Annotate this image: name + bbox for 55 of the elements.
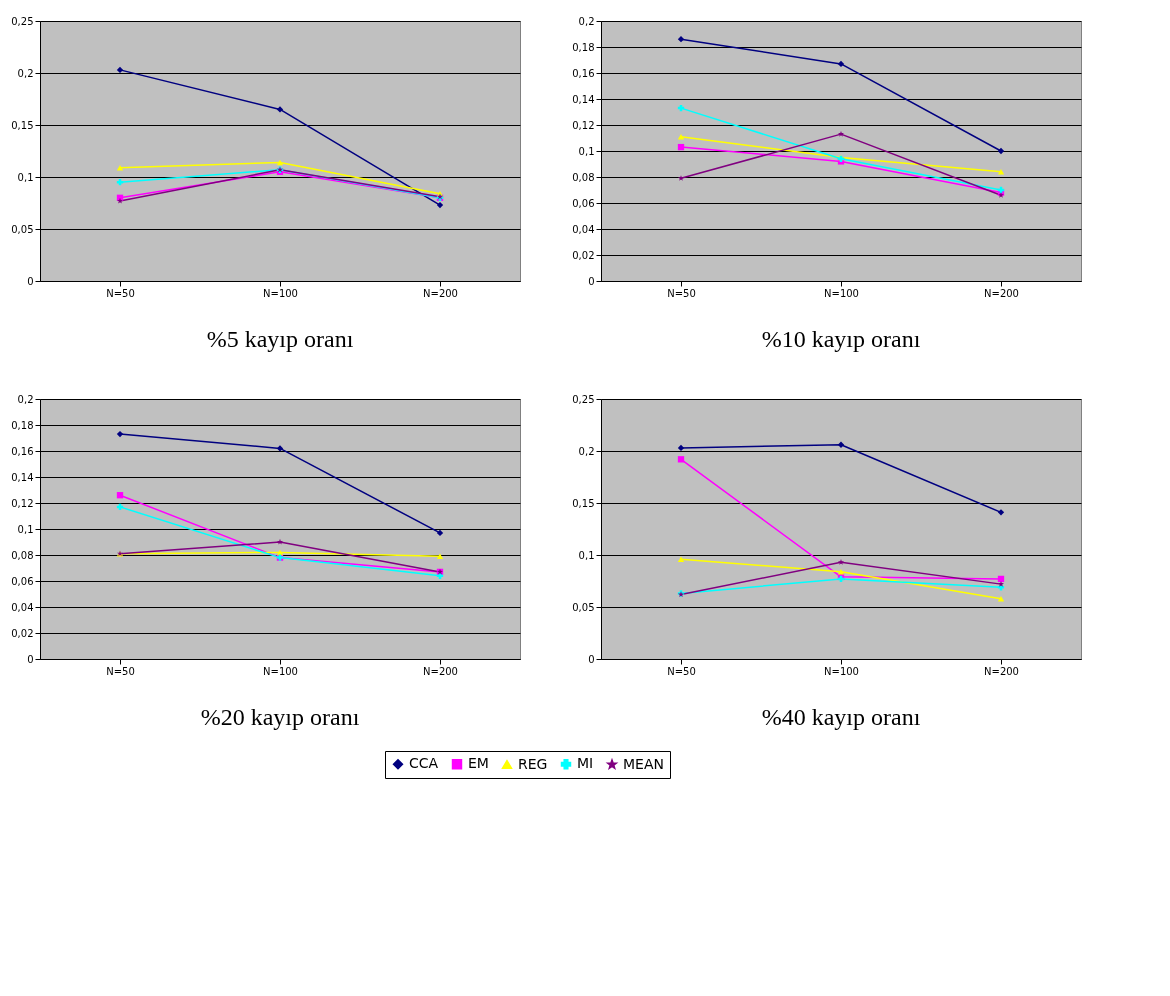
y-tick-label: 0,1: [17, 523, 34, 535]
y-tick-label: 0,02: [11, 627, 34, 639]
y-tick-label: 0,18: [572, 41, 595, 53]
legend-label: CCA: [409, 755, 439, 772]
x-tick-label: N=50: [106, 665, 135, 677]
y-tick-label: 0,16: [11, 445, 34, 457]
y-tick-label: 0: [27, 275, 34, 287]
y-tick-label: 0,18: [11, 419, 34, 431]
legend-label: MEAN: [623, 755, 664, 772]
x-tick-label: N=100: [263, 287, 298, 299]
x-tick-label: N=100: [824, 287, 859, 299]
legend-label: MI: [577, 755, 594, 772]
y-tick-label: 0,14: [572, 93, 595, 105]
legend-label: EM: [468, 755, 489, 772]
text: %5 kayıp oranı: [206, 326, 354, 352]
y-tick-label: 0,14: [11, 471, 34, 483]
y-tick-label: 0: [27, 653, 34, 665]
y-tick-label: 0,1: [578, 549, 595, 561]
x-tick-label: N=50: [106, 287, 135, 299]
y-tick-label: 0,08: [572, 171, 595, 183]
y-tick-label: 0,06: [572, 197, 595, 209]
y-tick-label: 0,16: [572, 67, 595, 79]
y-tick-label: 0,1: [578, 145, 595, 157]
y-tick-label: 0,08: [11, 549, 34, 561]
x-tick-label: N=100: [263, 665, 298, 677]
x-tick-label: N=200: [984, 665, 1019, 677]
y-tick-label: 0,1: [17, 171, 34, 183]
x-tick-label: N=200: [984, 287, 1019, 299]
y-tick-label: 0,06: [11, 575, 34, 587]
text: %10 kayıp oranı: [761, 326, 921, 352]
x-tick-label: N=50: [667, 287, 696, 299]
x-tick-label: N=50: [667, 665, 696, 677]
y-tick-label: 0,02: [572, 249, 595, 261]
y-tick-label: 0,04: [11, 601, 34, 613]
y-tick-label: 0,2: [17, 67, 34, 79]
y-tick-label: 0,25: [11, 15, 34, 27]
legend-label: REG: [518, 755, 548, 772]
y-tick-label: 0,2: [578, 445, 595, 457]
y-tick-label: 0,15: [572, 497, 595, 509]
x-tick-label: N=200: [423, 287, 458, 299]
x-tick-label: N=100: [824, 665, 859, 677]
y-tick-label: 0,2: [17, 393, 34, 405]
y-tick-label: 0,04: [572, 223, 595, 235]
y-tick-label: 0: [588, 275, 595, 287]
text: %20 kayıp oranı: [200, 704, 360, 730]
y-tick-label: 0,12: [11, 497, 34, 509]
y-tick-label: 0,12: [572, 119, 595, 131]
y-tick-label: 0,05: [572, 601, 595, 613]
y-tick-label: 0,25: [572, 393, 595, 405]
text: %40 kayıp oranı: [761, 704, 921, 730]
y-tick-label: 0: [588, 653, 595, 665]
y-tick-label: 0,05: [11, 223, 34, 235]
x-tick-label: N=200: [423, 665, 458, 677]
y-tick-label: 0,2: [578, 15, 595, 27]
y-tick-label: 0,15: [11, 119, 34, 131]
